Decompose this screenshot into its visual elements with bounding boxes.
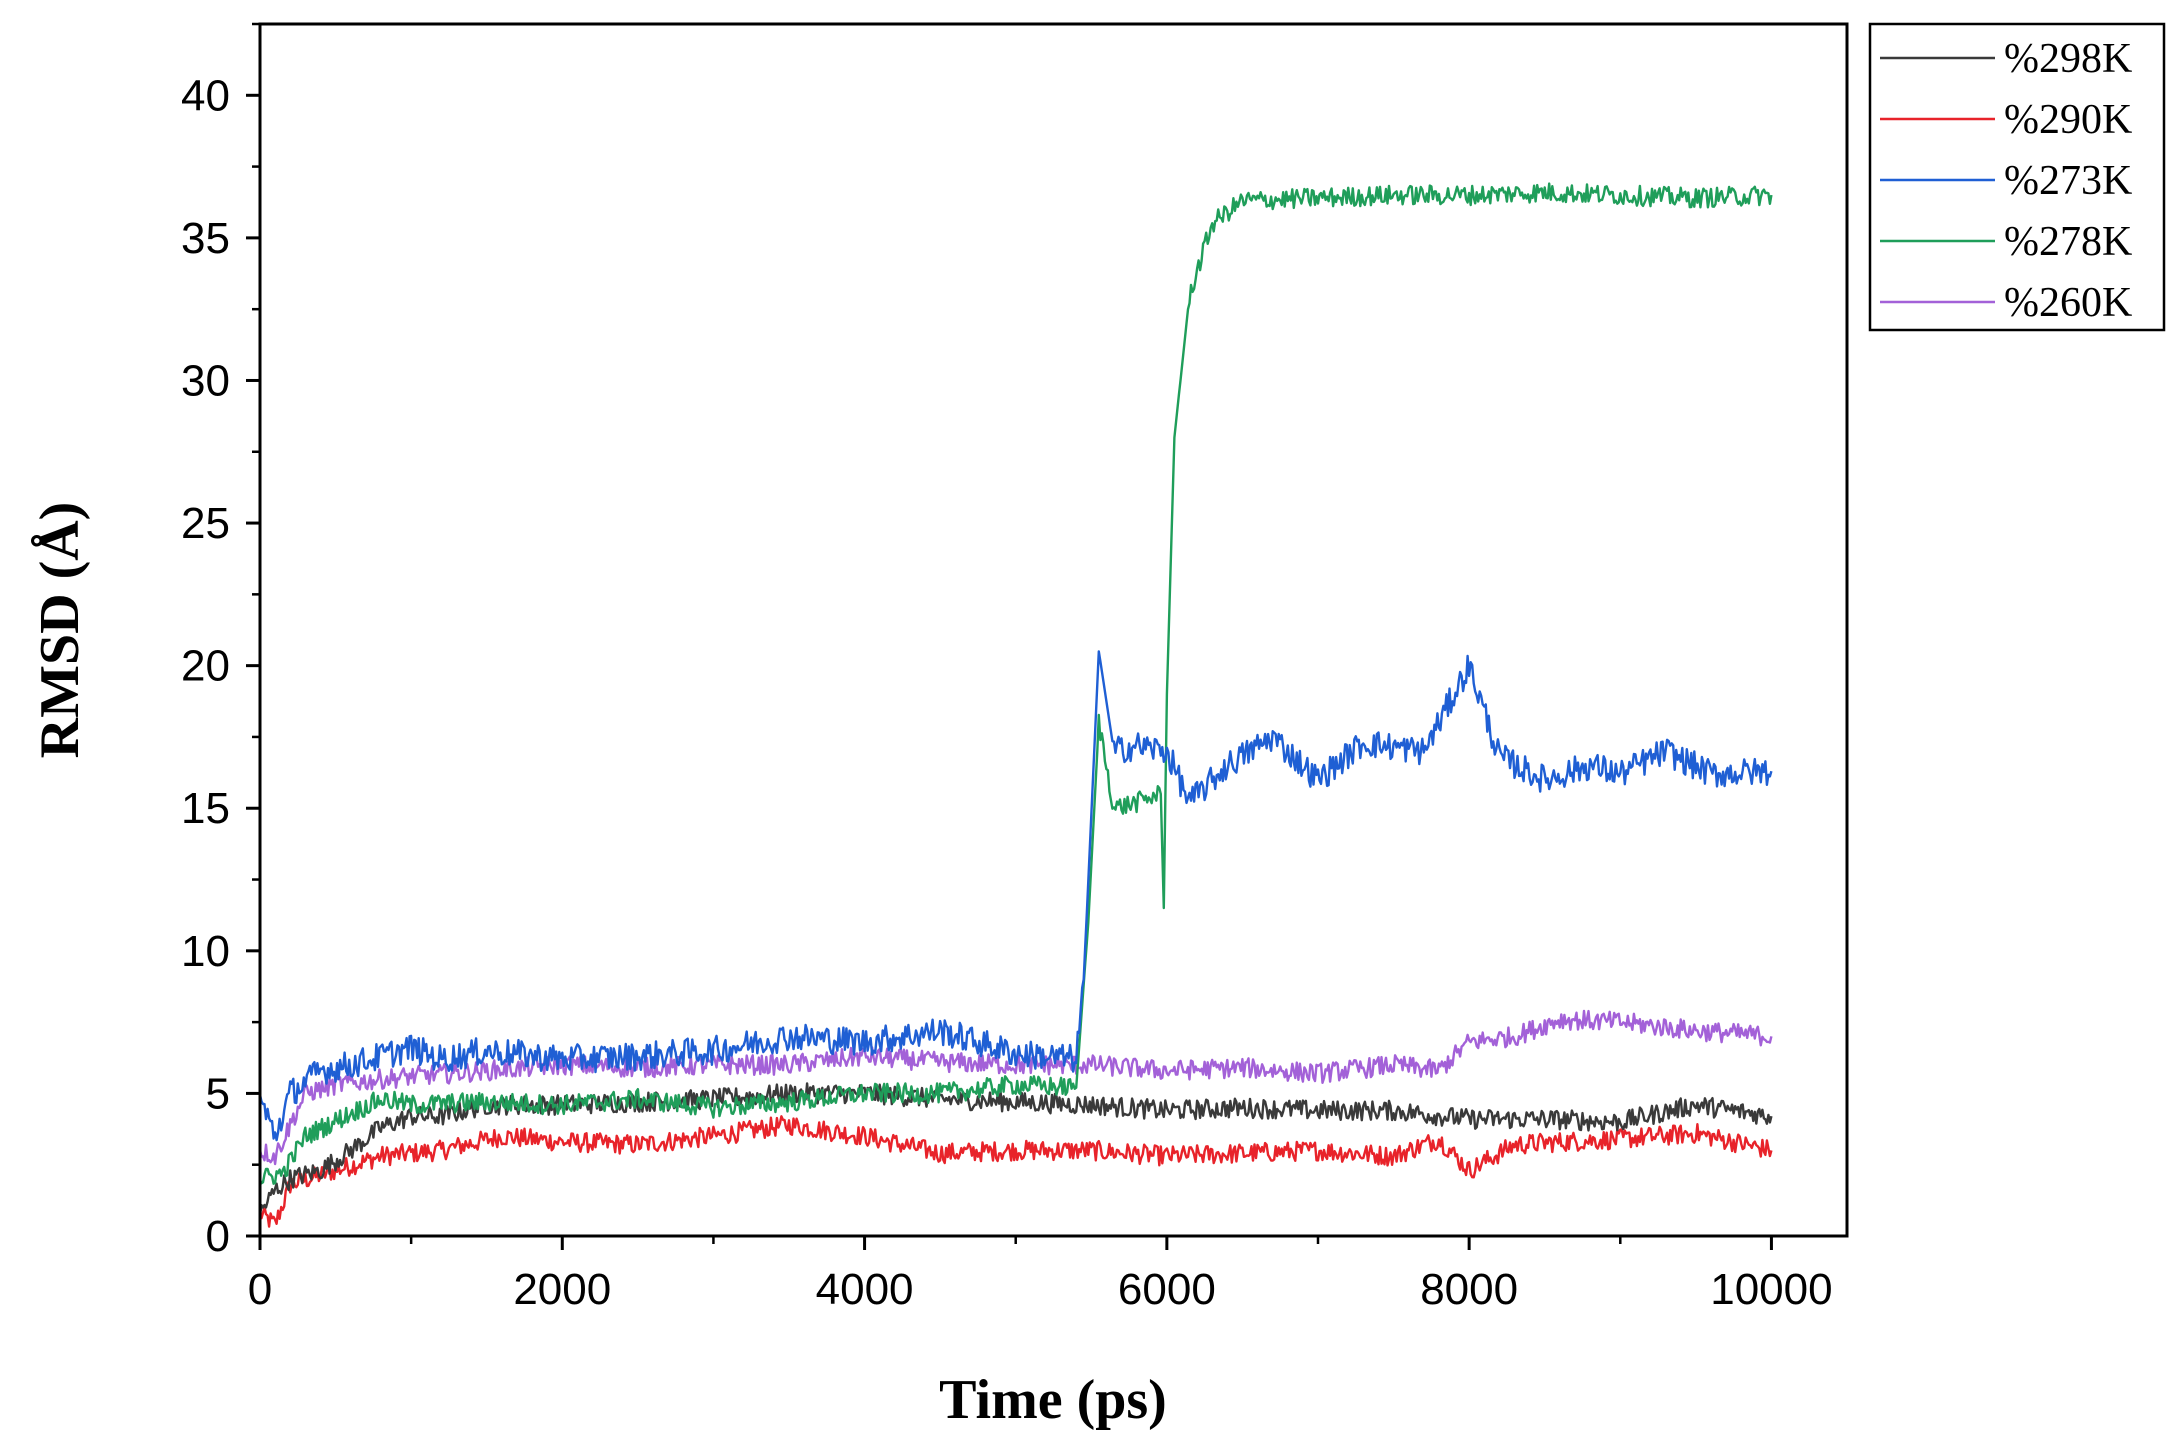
y-tick-label: 35 [181, 214, 230, 263]
y-tick-label: 25 [181, 499, 230, 548]
legend-label-278K: %278K [2004, 219, 2132, 265]
y-tick-label: 10 [181, 927, 230, 976]
y-tick-label: 15 [181, 784, 230, 833]
series-line-273K [258, 650, 1773, 1142]
legend-label-290K: %290K [2004, 97, 2132, 143]
legend-box [1868, 22, 2166, 332]
x-tick-label: 6000 [1118, 1265, 1216, 1314]
plot-frame [258, 22, 1849, 1238]
x-tick-label: 8000 [1420, 1265, 1518, 1314]
y-tick-label: 0 [206, 1212, 230, 1261]
y-tick-label: 5 [206, 1069, 230, 1118]
x-tick-label: 10000 [1710, 1265, 1832, 1314]
legend-label-260K: %260K [2004, 280, 2132, 326]
legend-label-298K: %298K [2004, 36, 2132, 82]
legend: %298K %290K %273K %278K %260K [1868, 22, 2166, 332]
x-tick-label: 0 [248, 1265, 272, 1314]
legend-label-273K: %273K [2004, 158, 2132, 204]
x-axis-title: Time (ps) [939, 1369, 1167, 1431]
x-tick-label: 4000 [816, 1265, 914, 1314]
series-line-290K [258, 1115, 1773, 1228]
x-tick-label: 2000 [513, 1265, 611, 1314]
y-axis-title: RMSD (Å) [29, 502, 91, 759]
series-layer [258, 182, 1773, 1228]
y-tick-label: 20 [181, 642, 230, 691]
series-line-278K [258, 182, 1773, 1185]
ticks-layer: 0 2000 4000 6000 8000 10000 0 5 10 15 20 25 30 35 40 [181, 22, 1833, 1314]
y-tick-label: 40 [181, 71, 230, 120]
series-line-260K [258, 1009, 1773, 1166]
y-tick-label: 30 [181, 356, 230, 405]
